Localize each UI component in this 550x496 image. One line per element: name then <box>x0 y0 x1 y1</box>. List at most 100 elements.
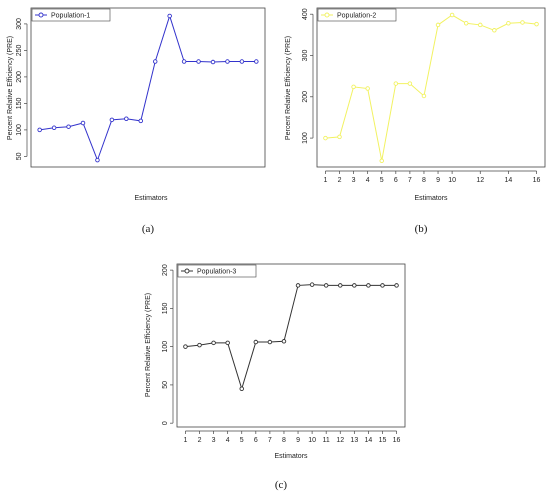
data-point <box>138 118 144 124</box>
panel-caption: (b) <box>415 223 428 235</box>
data-point <box>51 125 57 131</box>
series-layer <box>183 282 399 391</box>
y-tick-label: 150 <box>162 302 169 314</box>
data-point <box>66 124 71 129</box>
data-point <box>407 81 413 86</box>
legend-label: Population-2 <box>337 13 376 20</box>
x-axis-label: Estimators <box>274 453 308 460</box>
data-point <box>109 117 115 123</box>
x-tick-label: 14 <box>365 437 373 444</box>
y-tick-label: 400 <box>302 8 309 20</box>
legend-box <box>317 8 397 22</box>
x-tick-label: 1 <box>323 177 327 184</box>
data-point <box>225 59 230 64</box>
x-tick-label: 3 <box>212 437 216 444</box>
legend-label: Population-3 <box>197 269 236 276</box>
series-line <box>39 14 257 162</box>
data-point <box>267 339 273 345</box>
x-tick-label: 12 <box>476 177 484 184</box>
data-point <box>239 386 244 391</box>
legend: Population-1 <box>31 8 111 22</box>
y-axis-label: Percent Relative Efficiency (PRE) <box>7 36 14 140</box>
y-axis-label: Percent Relative Efficiency (PRE) <box>145 293 152 397</box>
x-axis: 1 2 3 4 5 6 7 8 9 10 11 12 13 14 15 16 <box>183 430 401 444</box>
data-point <box>492 28 497 33</box>
legend-label: Population-1 <box>51 13 90 20</box>
data-point <box>211 340 216 346</box>
data-point <box>520 20 525 25</box>
data-point <box>449 12 455 18</box>
x-tick-label: 8 <box>422 177 426 184</box>
data-point <box>421 93 427 99</box>
data-point <box>124 116 129 122</box>
data-point <box>95 157 100 163</box>
data-point <box>181 59 187 64</box>
x-tick-label: 16 <box>533 177 541 184</box>
legend: Population-2 <box>317 8 397 22</box>
data-point <box>281 339 287 344</box>
data-point <box>210 59 216 65</box>
x-tick-label: 3 <box>352 177 356 184</box>
y-tick-label: 200 <box>302 91 309 103</box>
x-tick-label: 9 <box>296 437 300 444</box>
data-point <box>295 283 301 288</box>
data-point <box>534 21 539 27</box>
x-tick-label: 1 <box>183 437 187 444</box>
panel-caption: (a) <box>142 223 155 235</box>
data-point <box>435 22 441 28</box>
x-tick-label: 15 <box>379 437 387 444</box>
panel-caption: (c) <box>275 479 288 491</box>
x-tick-label: 13 <box>350 437 358 444</box>
x-tick-label: 7 <box>268 437 272 444</box>
data-point <box>393 81 399 86</box>
x-tick-label: 10 <box>308 437 316 444</box>
data-point <box>337 134 342 140</box>
x-tick-label: 2 <box>338 177 342 184</box>
x-tick-label: 16 <box>393 437 401 444</box>
data-point <box>380 283 385 288</box>
x-tick-label: 6 <box>394 177 398 184</box>
data-point <box>351 84 356 90</box>
y-tick-label: 100 <box>162 341 169 353</box>
data-point <box>239 59 245 64</box>
data-point <box>379 158 384 164</box>
x-axis-label: Estimators <box>134 195 168 202</box>
x-tick-label: 12 <box>336 437 344 444</box>
plot-frame <box>316 7 546 168</box>
series-line <box>325 14 537 161</box>
data-point <box>352 283 357 288</box>
x-tick-label: 10 <box>448 177 456 184</box>
data-point <box>309 282 315 287</box>
y-axis: 50 100 150 200 250 300 <box>16 18 28 160</box>
y-axis: 0 50 100 150 200 <box>162 264 174 425</box>
chart-panel-a: 50 100 150 200 250 300 Population-1 Estimator… <box>7 7 266 235</box>
data-point <box>80 120 86 126</box>
x-tick-label: 6 <box>254 437 258 444</box>
data-point <box>478 22 483 28</box>
data-point <box>167 13 172 19</box>
legend-marker <box>38 12 44 18</box>
x-axis-label: Estimators <box>414 195 448 202</box>
y-tick-label: 100 <box>16 124 23 136</box>
y-tick-label: 50 <box>16 152 23 160</box>
data-point <box>506 21 511 26</box>
plot-frame <box>30 7 266 168</box>
series-layer <box>323 12 539 164</box>
legend-box <box>177 264 257 278</box>
y-tick-label: 300 <box>302 50 309 62</box>
x-tick-label: 8 <box>282 437 286 444</box>
data-point <box>338 283 343 288</box>
data-point <box>253 339 259 345</box>
data-point <box>365 86 370 91</box>
x-tick-label: 5 <box>380 177 384 184</box>
legend-box <box>31 8 111 22</box>
y-axis-label: Percent Relative Efficiency (PRE) <box>285 36 292 140</box>
data-point <box>366 283 371 288</box>
data-point <box>254 59 259 64</box>
x-axis: 1 2 3 4 5 6 7 8 9 10 12 14 16 <box>323 170 541 184</box>
x-tick-label: 7 <box>408 177 412 184</box>
data-point <box>394 283 399 288</box>
